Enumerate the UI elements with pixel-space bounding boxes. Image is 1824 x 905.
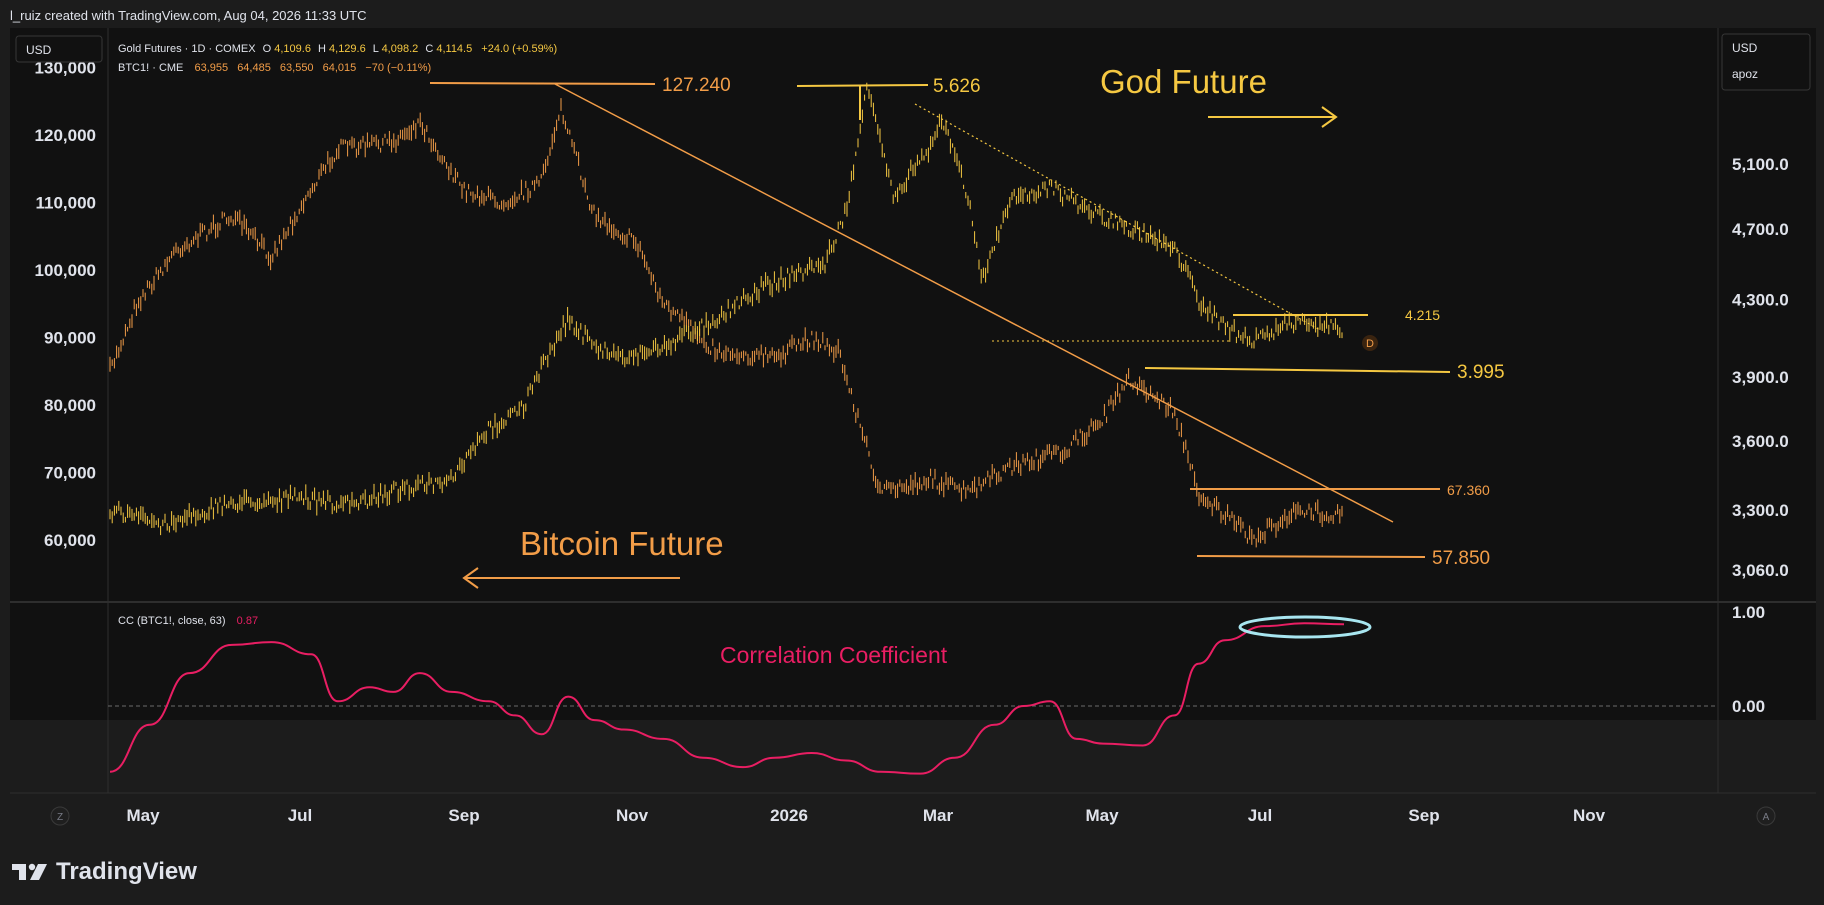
gold-top-level-label: 5.626 xyxy=(933,76,981,97)
btc-legend-change: −70 (−0.11%) xyxy=(365,62,431,74)
z-button-label: Z xyxy=(57,812,63,823)
left-currency-button[interactable] xyxy=(15,35,103,63)
cc-series-line xyxy=(109,622,1345,775)
gold-legend-l-label: L xyxy=(373,43,379,55)
cc-axis-tick-label: 0.00 xyxy=(1732,697,1765,716)
right-currency-label[interactable]: USD xyxy=(1732,41,1758,55)
left-axis-tick-label: 120,000 xyxy=(35,126,96,145)
time-axis-tick-label: Nov xyxy=(1573,806,1606,825)
time-axis-tick-label: Sep xyxy=(448,806,479,825)
gold-legend-change: +24.0 (+0.59%) xyxy=(481,43,557,55)
btc-resistance-label: 67.360 xyxy=(1447,482,1490,498)
gold-legend-high: 4,129.6 xyxy=(329,43,366,55)
gold-legend-name: Gold Futures · 1D · COMEX xyxy=(118,43,256,55)
z-button[interactable] xyxy=(50,806,70,826)
tradingview-wordmark: TradingView xyxy=(56,858,197,885)
btc-support-label: 57.850 xyxy=(1432,548,1490,569)
gold-downtrend-dotted xyxy=(914,103,1321,331)
gold-legend-o-label: O xyxy=(263,43,272,55)
gold-legend: Gold Futures · 1D · COMEX O 4,109.6 H 4,… xyxy=(118,43,557,55)
time-axis-tick-label: May xyxy=(126,806,160,825)
right-axis-tick-label: 4,700.0 xyxy=(1732,220,1789,239)
time-axis-tick-label: Jul xyxy=(288,806,313,825)
btc-legend: BTC1! · CME 63,955 64,485 63,550 64,015 … xyxy=(118,62,431,74)
gold-legend-low: 4,098.2 xyxy=(382,43,419,55)
btc-top-level-line xyxy=(429,82,656,85)
correlation-highlight-ellipse xyxy=(1238,615,1372,639)
left-axis-tick-label: 110,000 xyxy=(35,194,96,213)
a-button-label: A xyxy=(1763,812,1770,823)
btc-downtrend-line xyxy=(554,83,1394,523)
right-axis-tick-label: 3,900.0 xyxy=(1732,368,1789,387)
time-axis-tick-label: Jul xyxy=(1248,806,1273,825)
tradingview-brand[interactable]: TradingView xyxy=(12,858,197,886)
gold-top-level-line xyxy=(796,84,929,87)
gold-support-label: 3.995 xyxy=(1457,362,1505,383)
time-axis-tick-label: Mar xyxy=(923,806,954,825)
left-axis-tick-label: 130,000 xyxy=(35,59,96,78)
btc-legend-close: 64,015 xyxy=(323,62,357,74)
chart-frame xyxy=(10,28,1816,720)
btc-top-level-label: 127.240 xyxy=(662,75,731,96)
right-scale-label[interactable]: apoz xyxy=(1732,67,1758,81)
left-currency-label: USD xyxy=(26,43,52,57)
btc-legend-name: BTC1! · CME xyxy=(118,62,183,74)
btc-legend-high: 64,485 xyxy=(237,62,271,74)
a-button[interactable] xyxy=(1756,806,1776,826)
cc-legend-name: CC (BTC1!, close, 63) xyxy=(118,615,226,627)
gold-legend-close: 4,114.5 xyxy=(436,43,472,55)
time-axis-tick-label: Sep xyxy=(1408,806,1439,825)
right-axis-tick-label: 5,100.0 xyxy=(1732,155,1789,174)
btc-series xyxy=(109,98,1343,548)
god-future-arrow-head xyxy=(1321,106,1338,128)
right-axis-tick-label: 3,300.0 xyxy=(1732,501,1789,520)
correlation-coefficient-annotation: Correlation Coefficient xyxy=(720,642,948,668)
btc-legend-open: 63,955 xyxy=(194,62,228,74)
bitcoin-future-annotation: Bitcoin Future xyxy=(520,525,724,562)
time-axis-tick-label: 2026 xyxy=(770,806,808,825)
right-axis-tick-label: 4,300.0 xyxy=(1732,291,1789,310)
dividend-marker xyxy=(1362,335,1378,351)
btc-legend-low: 63,550 xyxy=(280,62,314,74)
time-axis-tick-label: Nov xyxy=(616,806,649,825)
tradingview-logo-icon xyxy=(12,863,47,880)
left-axis-tick-label: 60,000 xyxy=(44,531,96,550)
right-axis-tick-label: 3,600.0 xyxy=(1732,432,1789,451)
right-axis-tick-label: 3,060.0 xyxy=(1732,561,1789,580)
left-axis-tick-label: 100,000 xyxy=(35,261,96,280)
btc-support-line xyxy=(1196,555,1426,558)
cc-legend-value: 0.87 xyxy=(237,615,258,627)
dividend-marker-label: D xyxy=(1366,338,1374,350)
right-scale-panel[interactable] xyxy=(1721,33,1811,91)
time-axis-tick-label: May xyxy=(1085,806,1119,825)
left-axis-tick-label: 80,000 xyxy=(44,396,96,415)
gold-legend-h-label: H xyxy=(318,43,326,55)
gold-support-line xyxy=(1144,367,1451,373)
left-axis-tick-label: 90,000 xyxy=(44,329,96,348)
cc-axis-tick-label: 1.00 xyxy=(1732,603,1765,622)
gold-resistance-label: 4.215 xyxy=(1405,307,1440,323)
god-future-annotation: God Future xyxy=(1100,63,1267,100)
gold-legend-open: 4,109.6 xyxy=(274,43,311,55)
left-axis-tick-label: 70,000 xyxy=(44,464,96,483)
cc-legend: CC (BTC1!, close, 63) 0.87 xyxy=(118,615,258,627)
bitcoin-future-arrow-head xyxy=(462,567,479,589)
gold-legend-c-label: C xyxy=(425,43,433,55)
attribution-header: l_ruiz created with TradingView.com, Aug… xyxy=(10,8,367,23)
